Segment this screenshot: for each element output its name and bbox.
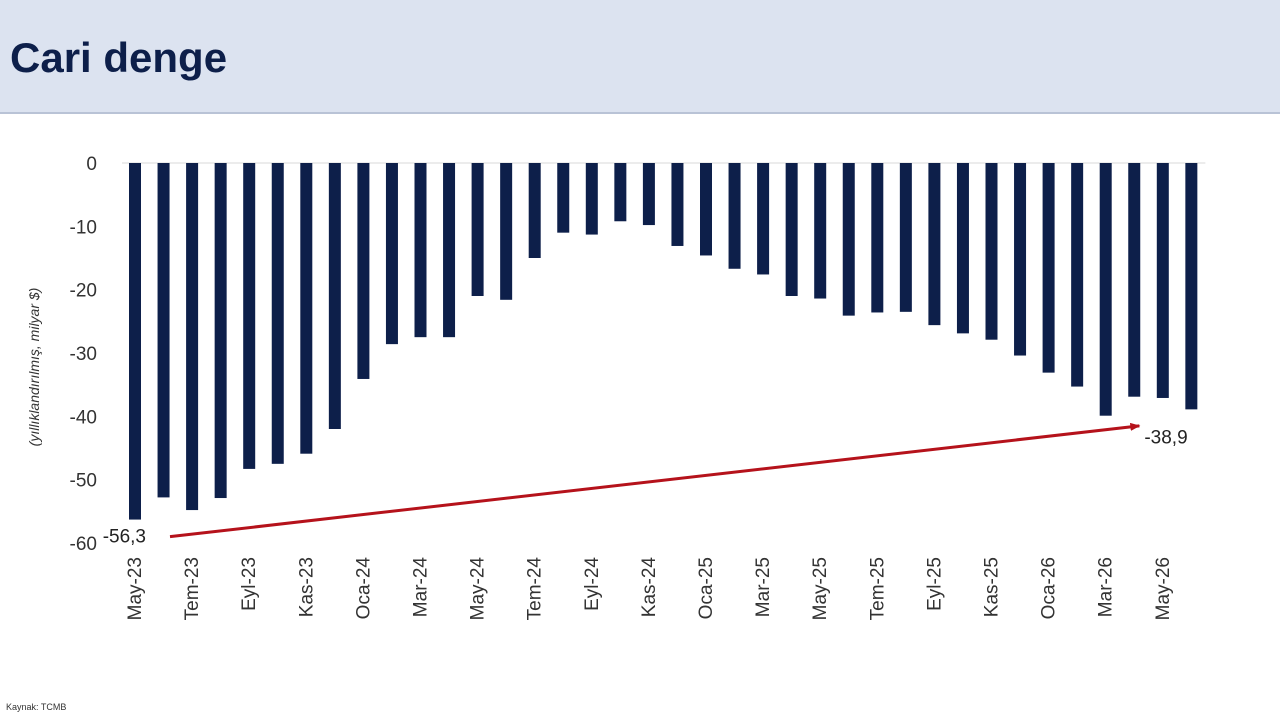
bar-Nis-26 [1128,163,1141,397]
y-tick-label: -30 [70,344,97,365]
bar-Tem-23 [186,163,199,511]
end-value-label: -38,9 [1144,427,1187,448]
x-tick-label: Tem-24 [525,557,546,621]
y-tick-label: 0 [86,154,97,175]
bar-Mar-25 [757,163,770,275]
bar-Eki-24 [614,163,627,222]
x-tick-label: Eyl-24 [582,557,603,611]
x-tick-label: Mar-25 [753,557,774,617]
bar-Eyl-24 [585,163,598,235]
bar-May-23 [129,163,141,520]
bar-Ağu-24 [557,163,570,233]
x-tick-label: Oca-25 [696,557,717,619]
bar-Tem-24 [528,163,541,258]
bar-Ağu-25 [899,163,912,312]
bar-Ara-25 [1014,163,1027,356]
x-tick-label: Eyl-23 [239,557,260,611]
bar-May-25 [814,163,827,299]
bar-Şub-25 [728,163,741,269]
bar-chart: 0 -10 -20 -30 -40 -50 -60 May-23 Tem-23 Eyl-23 Ka… [26,154,1206,621]
x-tick-label: May-25 [810,557,831,620]
y-tick-label: -20 [70,281,97,302]
x-tick-label: Kas-25 [982,557,1003,617]
y-axis-label: (yıllıklandırılmış, milyar $) [26,288,42,447]
bar-Eyl-23 [243,163,256,469]
bar-May-24 [471,163,484,296]
bar-Eki-23 [271,163,284,464]
x-tick-label: Eyl-25 [924,557,945,611]
bar-May-26 [1156,163,1169,398]
x-tick-label: Kas-23 [296,557,317,617]
y-axis-ticks: 0 -10 -20 -30 -40 -50 -60 [70,154,97,555]
y-tick-label: -60 [70,534,97,555]
x-tick-label: May-26 [1153,557,1174,620]
bar-Ara-24 [671,163,684,246]
bar-Eyl-25 [928,163,941,326]
bar-Tem-25 [871,163,884,313]
bar-Haz-26 [1185,163,1198,410]
bar-Oca-26 [1042,163,1055,373]
bar-Oca-25 [700,163,712,256]
bar-Nis-24 [443,163,456,338]
trend-arrow [169,422,1141,539]
bar-Kas-25 [985,163,998,340]
source-note: Kaynak: TCMB [6,702,67,712]
x-tick-label: Tem-25 [867,557,888,620]
bar-Kas-23 [300,163,313,454]
bar-Nis-25 [785,163,798,296]
bar-Oca-24 [357,163,370,379]
annotations: -56,3 -38,9 [103,422,1188,548]
header-banner: Cari denge [0,0,1280,114]
bar-Mar-24 [414,163,427,338]
x-tick-label: Mar-26 [1096,557,1117,617]
y-tick-label: -40 [70,407,97,428]
bar-Şub-26 [1071,163,1084,387]
y-tick-label: -50 [70,471,97,492]
bar-Haz-24 [500,163,513,300]
x-tick-label: Oca-26 [1039,557,1060,619]
x-tick-label: May-23 [125,557,146,620]
bar-Kas-24 [642,163,655,226]
x-tick-label: Kas-24 [639,557,660,618]
slide-title: Cari denge [10,34,228,81]
x-tick-label: Oca-24 [353,557,374,620]
bar-Eki-25 [956,163,969,334]
x-tick-label: May-24 [468,557,489,621]
bar-Ara-23 [328,163,341,429]
x-tick-label: Tem-23 [182,557,203,620]
bar-Haz-23 [157,163,170,498]
bar-Şub-24 [385,163,398,345]
x-tick-label: Mar-24 [411,557,432,618]
bar-Ağu-23 [214,163,227,499]
x-axis-ticks: May-23 Tem-23 Eyl-23 Kas-23 Oca-24 Mar-24 May-… [125,557,1174,621]
y-tick-label: -10 [70,217,97,238]
bar-Mar-26 [1099,163,1112,416]
bar-Haz-25 [842,163,855,316]
start-value-label: -56,3 [103,527,146,548]
bars-group [129,163,1198,520]
